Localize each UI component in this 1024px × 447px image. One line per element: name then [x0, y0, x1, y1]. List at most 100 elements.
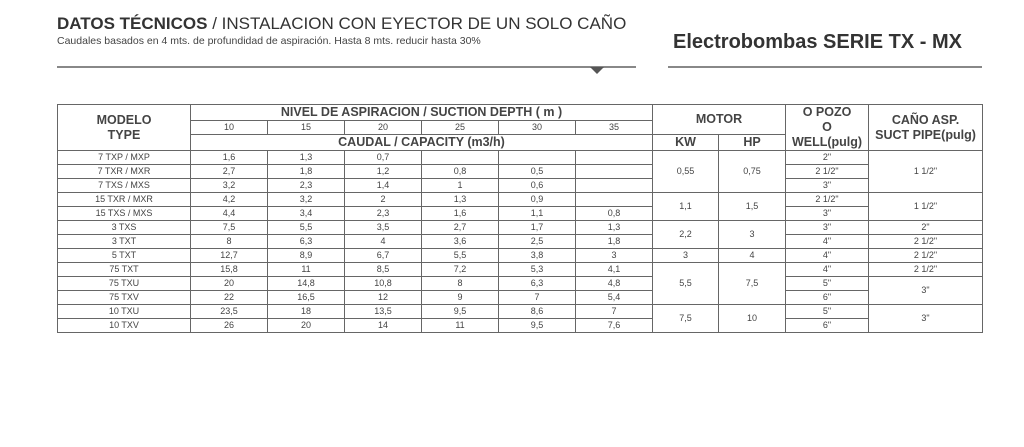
well-value: 2" — [822, 152, 832, 162]
kw-value: 0,55 — [676, 166, 695, 176]
kw-value: 1,1 — [679, 201, 692, 211]
flow-text: 0,6 — [530, 180, 544, 190]
flow-text: 4 — [380, 236, 386, 246]
model: 7 TXP / MXP — [57, 150, 191, 165]
motor-header-text: MOTOR — [695, 112, 743, 126]
flow-text: 2,7 — [453, 222, 467, 232]
well: 2" — [785, 150, 870, 165]
model-text: 75 TXV — [109, 292, 139, 302]
well: 2 1/2" — [785, 164, 870, 179]
depth: 15 — [267, 120, 345, 135]
flow: 6,3 — [267, 234, 345, 249]
flow-text: 13,5 — [374, 306, 392, 316]
well: 5" — [785, 276, 870, 291]
capacity-header: CAUDAL / CAPACITY (m3/h) — [190, 134, 653, 151]
flow-text: 20 — [223, 278, 234, 288]
flow: 6,7 — [344, 248, 422, 263]
flow-text: 1,3 — [453, 194, 467, 204]
flow — [498, 150, 576, 165]
flow: 13,5 — [344, 304, 422, 319]
flow-text: 6,3 — [299, 236, 313, 246]
depth-text: 20 — [377, 122, 388, 132]
pipe-value: 2 1/2" — [913, 250, 938, 260]
kw: 7,5 — [652, 304, 719, 333]
model-text: 5 TXT — [111, 250, 137, 260]
pipe: 1 1/2" — [868, 192, 984, 221]
data-row: 15 TXS / MXS 4,4 3,4 2,3 1,6 1,1 0,8 3" — [57, 206, 983, 221]
flow: 20 — [190, 276, 268, 291]
flow-text: 8,6 — [530, 306, 544, 316]
model: 15 TXS / MXS — [57, 206, 191, 221]
kw-text: KW — [675, 135, 696, 149]
spec-table: MODELO TYPE NIVEL DE ASPIRACION / SUCTION … — [57, 104, 984, 333]
flow-text: 16,5 — [297, 292, 315, 302]
model: 75 TXT — [57, 262, 191, 277]
flow: 3,2 — [267, 192, 345, 207]
data-row: 3 TXS 7,5 5,5 3,5 2,7 1,7 1,3 2,2 3 3" 2" — [57, 220, 984, 249]
flow: 1,6 — [421, 206, 499, 221]
flow-text: 5,4 — [607, 292, 621, 302]
flow: 8 — [190, 234, 268, 249]
flow-text: 1,2 — [376, 166, 390, 176]
pipe-header-text: SUCT PIPE — [875, 127, 942, 142]
model-text: 15 TXS / MXS — [95, 208, 153, 218]
flow: 14 — [344, 318, 422, 333]
title-bold: DATOS TÉCNICOS — [57, 14, 208, 33]
hp-value: 3 — [749, 229, 755, 239]
well-value: 2 1/2" — [815, 194, 839, 204]
flow-text: 3,6 — [453, 236, 467, 246]
model-header: MODELO TYPE — [57, 104, 191, 151]
hp: 4 — [717, 248, 787, 263]
data-row: 75 TXT 15,8 11 8,5 7,2 5,3 4,1 5,5 7,5 4" 2 1/2" — [57, 262, 984, 305]
flow: 0,5 — [498, 164, 576, 179]
flow: 2,7 — [190, 164, 268, 179]
well-header-text: O POZO — [802, 105, 852, 119]
flow-text: 2 — [380, 194, 386, 204]
flow: 23,5 — [190, 304, 268, 319]
flow: 3,2 — [190, 178, 268, 193]
flow-text: 5,5 — [299, 222, 313, 232]
flow-text: 15,8 — [220, 264, 238, 274]
depth: 35 — [575, 120, 653, 135]
well: 6" — [785, 318, 870, 333]
title-rest: / INSTALACION CON EYECTOR DE UN SOLO CAÑ… — [212, 14, 627, 33]
flow: 4 — [344, 234, 422, 249]
flow: 0,9 — [498, 192, 576, 207]
pipe-value: 3" — [921, 313, 930, 323]
flow: 5,5 — [421, 248, 499, 263]
flow: 3,6 — [421, 234, 499, 249]
pipe: 2 1/2" — [868, 248, 984, 263]
flow-text: 3 — [611, 250, 617, 260]
flow-text: 1 — [457, 180, 463, 190]
flow: 1,8 — [267, 164, 345, 179]
flow: 16,5 — [267, 290, 345, 305]
flow: 1,3 — [575, 220, 653, 235]
model-text: 10 TXU — [108, 306, 140, 316]
flow-text: 10,8 — [374, 278, 392, 288]
kw-value: 7,5 — [679, 313, 692, 323]
flow-text: 1,8 — [299, 166, 313, 176]
flow-text: 12 — [377, 292, 388, 302]
flow: 2,3 — [344, 206, 422, 221]
model: 3 TXT — [57, 234, 191, 249]
flow-text: 0,8 — [607, 208, 621, 218]
flow-text: 2,3 — [299, 180, 313, 190]
flow: 1,8 — [575, 234, 653, 249]
title: DATOS TÉCNICOS / INSTALACION CON EYECTOR… — [57, 14, 626, 34]
flow: 26 — [190, 318, 268, 333]
model: 75 TXU — [57, 276, 191, 291]
flow: 3 — [575, 248, 653, 263]
hp-header: HP — [717, 134, 787, 151]
data-row: 7 TXR / MXR 2,7 1,8 1,2 0,8 0,5 2 1/2" — [57, 164, 983, 179]
flow: 7 — [498, 290, 576, 305]
capacity-text: CAUDAL / CAPACITY (m3/h) — [338, 135, 505, 149]
flow-text: 8,9 — [299, 250, 313, 260]
model-text: 3 TXS — [111, 222, 137, 232]
hp: 10 — [717, 304, 787, 333]
flow-text: 1,6 — [453, 208, 467, 218]
flow: 7,6 — [575, 318, 653, 333]
flow-text: 0,8 — [453, 166, 467, 176]
flow: 10,8 — [344, 276, 422, 291]
flow: 7 — [575, 304, 653, 319]
brand: Electrobombas SERIE TX - MX — [673, 31, 962, 53]
